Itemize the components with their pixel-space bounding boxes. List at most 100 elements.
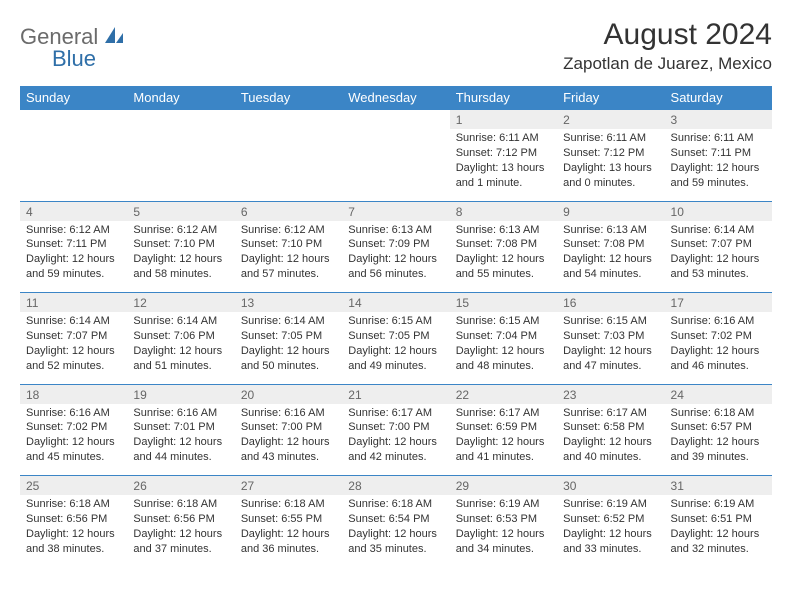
date-detail-cell: Sunrise: 6:12 AMSunset: 7:10 PMDaylight:… <box>127 221 234 293</box>
date-number-cell: 28 <box>342 476 449 496</box>
date-detail-cell: Sunrise: 6:12 AMSunset: 7:11 PMDaylight:… <box>20 221 127 293</box>
sunset-line: Sunset: 7:10 PM <box>241 237 336 252</box>
brand-text-blue: Blue <box>52 46 96 71</box>
sunrise-line: Sunrise: 6:16 AM <box>671 314 766 329</box>
daylight-line: Daylight: 13 hours and 0 minutes. <box>563 161 658 191</box>
date-detail-row: Sunrise: 6:16 AMSunset: 7:02 PMDaylight:… <box>20 404 772 476</box>
daylight-line: Daylight: 12 hours and 32 minutes. <box>671 527 766 557</box>
date-number-cell: 19 <box>127 384 234 404</box>
date-detail-cell: Sunrise: 6:16 AMSunset: 7:01 PMDaylight:… <box>127 404 234 476</box>
date-detail-cell <box>235 129 342 201</box>
sunset-line: Sunset: 7:08 PM <box>563 237 658 252</box>
brand-sail-icon <box>103 25 125 50</box>
daylight-line: Daylight: 12 hours and 55 minutes. <box>456 252 551 282</box>
date-number-cell: 14 <box>342 293 449 313</box>
sunset-line: Sunset: 6:59 PM <box>456 420 551 435</box>
date-detail-row: Sunrise: 6:14 AM Sunset: 7:07 PM Daylight:… <box>20 312 772 384</box>
sunrise-line: Sunrise: 6:17 AM <box>563 406 658 421</box>
date-detail-cell: Sunrise: 6:16 AMSunset: 7:02 PMDaylight:… <box>20 404 127 476</box>
date-detail-cell: Sunrise: 6:14 AMSunset: 7:07 PMDaylight:… <box>665 221 772 293</box>
sunrise-line: Sunrise: 6:18 AM <box>133 497 228 512</box>
sunrise-line: Sunrise: 6:12 AM <box>26 223 121 238</box>
date-detail-cell: Sunrise: 6:18 AMSunset: 6:56 PMDaylight:… <box>127 495 234 567</box>
sunrise-line: Sunrise: 6:18 AM <box>241 497 336 512</box>
sunrise-line: Sunrise: 6:14 AM <box>133 314 228 329</box>
daylight-line: Daylight: 12 hours and 50 minutes. <box>241 344 336 374</box>
month-title: August 2024 <box>563 18 772 52</box>
date-detail-cell: Sunrise: 6:13 AMSunset: 7:09 PMDaylight:… <box>342 221 449 293</box>
date-detail-cell: Sunrise: 6:11 AMSunset: 7:11 PMDaylight:… <box>665 129 772 201</box>
sunset-line: Sunset: 7:12 PM <box>456 146 551 161</box>
sunrise-line: Sunrise: 6:11 AM <box>671 131 766 146</box>
date-number-cell: 31 <box>665 476 772 496</box>
daylight-line: Daylight: 12 hours and 45 minutes. <box>26 435 121 465</box>
date-detail-cell: Sunrise: 6:18 AMSunset: 6:56 PMDaylight:… <box>20 495 127 567</box>
date-detail-cell: Sunrise: 6:15 AMSunset: 7:05 PMDaylight:… <box>342 312 449 384</box>
sunset-line: Sunset: 7:11 PM <box>26 237 121 252</box>
day-header: Saturday <box>665 86 772 110</box>
sunset-line: Sunset: 7:07 PM <box>26 329 121 344</box>
day-header: Monday <box>127 86 234 110</box>
sunset-line: Sunset: 7:10 PM <box>133 237 228 252</box>
date-number-cell: 24 <box>665 384 772 404</box>
sunset-line: Sunset: 7:00 PM <box>348 420 443 435</box>
date-number-cell: 26 <box>127 476 234 496</box>
daylight-line: Daylight: 12 hours and 48 minutes. <box>456 344 551 374</box>
date-detail-cell: Sunrise: 6:16 AMSunset: 7:02 PMDaylight:… <box>665 312 772 384</box>
date-detail-cell: Sunrise: 6:17 AMSunset: 6:58 PMDaylight:… <box>557 404 664 476</box>
daylight-line: Daylight: 12 hours and 47 minutes. <box>563 344 658 374</box>
sunrise-line: Sunrise: 6:12 AM <box>133 223 228 238</box>
sunrise-line: Sunrise: 6:15 AM <box>563 314 658 329</box>
sunset-line: Sunset: 7:11 PM <box>671 146 766 161</box>
calendar-body: 123Sunrise: 6:11 AMSunset: 7:12 PMDaylig… <box>20 110 772 568</box>
date-number-row: 25262728293031 <box>20 476 772 496</box>
daylight-line: Daylight: 12 hours and 54 minutes. <box>563 252 658 282</box>
date-detail-cell: Sunrise: 6:19 AMSunset: 6:52 PMDaylight:… <box>557 495 664 567</box>
date-number-cell: 23 <box>557 384 664 404</box>
date-number-cell: 12 <box>127 293 234 313</box>
date-number-cell <box>127 110 234 130</box>
daylight-line: Daylight: 12 hours and 56 minutes. <box>348 252 443 282</box>
day-header-row: Sunday Monday Tuesday Wednesday Thursday… <box>20 86 772 110</box>
sunset-line: Sunset: 6:51 PM <box>671 512 766 527</box>
sunset-line: Sunset: 6:58 PM <box>563 420 658 435</box>
date-detail-cell: Sunrise: 6:15 AMSunset: 7:03 PMDaylight:… <box>557 312 664 384</box>
date-number-row: 123 <box>20 110 772 130</box>
daylight-line: Daylight: 12 hours and 44 minutes. <box>133 435 228 465</box>
daylight-line: Daylight: 12 hours and 43 minutes. <box>241 435 336 465</box>
date-number-cell: 5 <box>127 201 234 221</box>
date-detail-cell: Sunrise: 6:19 AMSunset: 6:51 PMDaylight:… <box>665 495 772 567</box>
date-detail-cell: Sunrise: 6:18 AMSunset: 6:54 PMDaylight:… <box>342 495 449 567</box>
daylight-line: Daylight: 12 hours and 36 minutes. <box>241 527 336 557</box>
sunrise-line: Sunrise: 6:18 AM <box>348 497 443 512</box>
daylight-line: Daylight: 12 hours and 57 minutes. <box>241 252 336 282</box>
daylight-line: Daylight: 12 hours and 51 minutes. <box>133 344 228 374</box>
sunrise-line: Sunrise: 6:16 AM <box>26 406 121 421</box>
date-detail-cell: Sunrise: 6:17 AMSunset: 6:59 PMDaylight:… <box>450 404 557 476</box>
sunset-line: Sunset: 6:56 PM <box>26 512 121 527</box>
date-number-cell: 25 <box>20 476 127 496</box>
daylight-line: Daylight: 12 hours and 37 minutes. <box>133 527 228 557</box>
date-detail-cell: Sunrise: 6:13 AMSunset: 7:08 PMDaylight:… <box>557 221 664 293</box>
sunrise-line: Sunrise: 6:13 AM <box>348 223 443 238</box>
day-header: Wednesday <box>342 86 449 110</box>
sunrise-line: Sunrise: 6:17 AM <box>456 406 551 421</box>
date-detail-cell: Sunrise: 6:11 AMSunset: 7:12 PMDaylight:… <box>450 129 557 201</box>
date-detail-cell: Sunrise: 6:14 AMSunset: 7:06 PMDaylight:… <box>127 312 234 384</box>
date-detail-row: Sunrise: 6:18 AMSunset: 6:56 PMDaylight:… <box>20 495 772 567</box>
sunrise-line: Sunrise: 6:18 AM <box>671 406 766 421</box>
daylight-line: Daylight: 12 hours and 46 minutes. <box>671 344 766 374</box>
date-number-row: 45678910 <box>20 201 772 221</box>
date-detail-cell: Sunrise: 6:18 AMSunset: 6:57 PMDaylight:… <box>665 404 772 476</box>
sunset-line: Sunset: 7:09 PM <box>348 237 443 252</box>
sunset-line: Sunset: 6:54 PM <box>348 512 443 527</box>
daylight-line: Daylight: 12 hours and 42 minutes. <box>348 435 443 465</box>
sunrise-line: Sunrise: 6:19 AM <box>671 497 766 512</box>
sunset-line: Sunset: 7:07 PM <box>671 237 766 252</box>
sunrise-line: Sunrise: 6:16 AM <box>241 406 336 421</box>
daylight-line: Daylight: 12 hours and 38 minutes. <box>26 527 121 557</box>
date-number-cell: 7 <box>342 201 449 221</box>
date-detail-cell: Sunrise: 6:14 AMSunset: 7:07 PMDaylight:… <box>20 312 127 384</box>
sunset-line: Sunset: 6:56 PM <box>133 512 228 527</box>
day-header: Sunday <box>20 86 127 110</box>
